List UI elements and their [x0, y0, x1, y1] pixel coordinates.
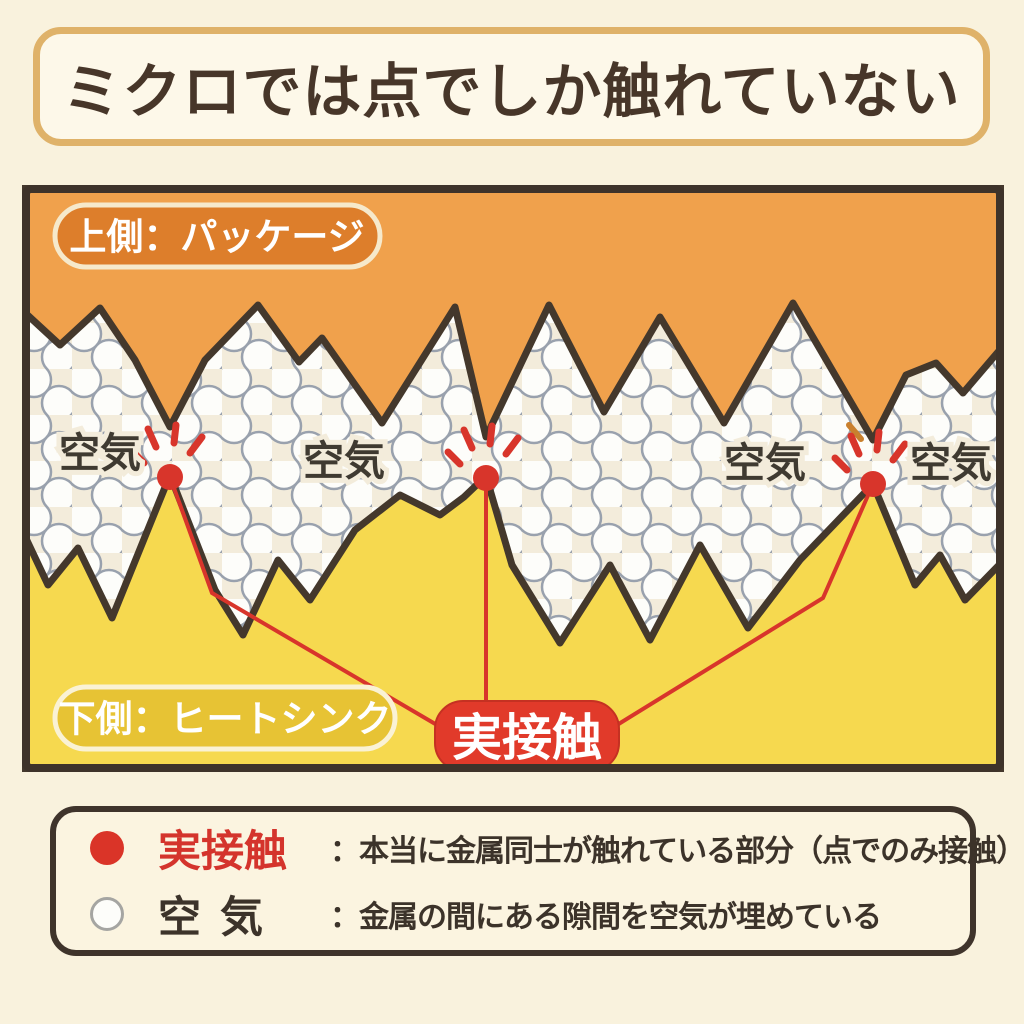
legend-row-air: 空 気 ：金属の間にある隙間を空気が埋めている: [82, 886, 944, 943]
legend-term: 実接触: [158, 827, 287, 877]
diagram-panel: 空気 空気 空気 空気 上側：パッケージ 下側：ヒートシンク 実接触: [18, 181, 1008, 776]
lower-label: 下側：ヒートシンク: [59, 698, 392, 741]
contact-badge: 実接触: [434, 700, 620, 772]
contact-point-1: [128, 421, 206, 490]
spark-icon: [444, 422, 522, 468]
lower-label-badge: 下側：ヒートシンク: [52, 684, 398, 752]
legend-description: ：本当に金属同士が触れている部分（点でのみ接触）: [330, 834, 1024, 869]
contact-dot-icon: [473, 465, 499, 491]
legend-term: 空 気: [158, 893, 265, 943]
white-circle-icon: [90, 897, 124, 931]
arrow-icon: [126, 449, 139, 463]
air-label-3: 空気: [724, 439, 806, 487]
upper-label: 上側：パッケージ: [69, 216, 364, 259]
legend-description: ：金属の間にある隙間を空気が埋めている: [330, 900, 882, 935]
red-dot-icon: [90, 831, 124, 865]
micro-contact-diagram: 空気 空気 空気 空気 上側：パッケージ 下側：ヒートシンク 実接触: [18, 181, 1008, 776]
connector-line-3: [615, 483, 875, 727]
contact-badge-label: 実接触: [452, 709, 602, 767]
contact-dot-icon: [860, 471, 886, 497]
pencil-dash-decoration: [846, 422, 864, 442]
contact-point-2: [444, 422, 522, 491]
upper-label-badge: 上側：パッケージ: [52, 202, 383, 270]
contact-point-3: [831, 428, 909, 497]
diagram-border: [22, 185, 1004, 772]
air-label-2: 空気: [303, 437, 385, 485]
page-title: ミクロでは点でしか触れていない: [62, 57, 961, 126]
contact-dot-icon: [157, 464, 183, 490]
spark-icon: [128, 421, 206, 467]
legend-box: 実接触 ：本当に金属同士が触れている部分（点でのみ接触） 空 気 ：金属の間にあ…: [50, 806, 1024, 956]
connector-line-1: [168, 476, 439, 727]
air-label-4: 空気: [910, 439, 992, 487]
title-banner: ミクロでは点でしか触れていない: [33, 27, 990, 146]
legend-row-real-contact: 実接触 ：本当に金属同士が触れている部分（点でのみ接触）: [82, 820, 1024, 877]
spark-icon: [831, 428, 909, 474]
air-label-1: 空気: [59, 429, 141, 477]
